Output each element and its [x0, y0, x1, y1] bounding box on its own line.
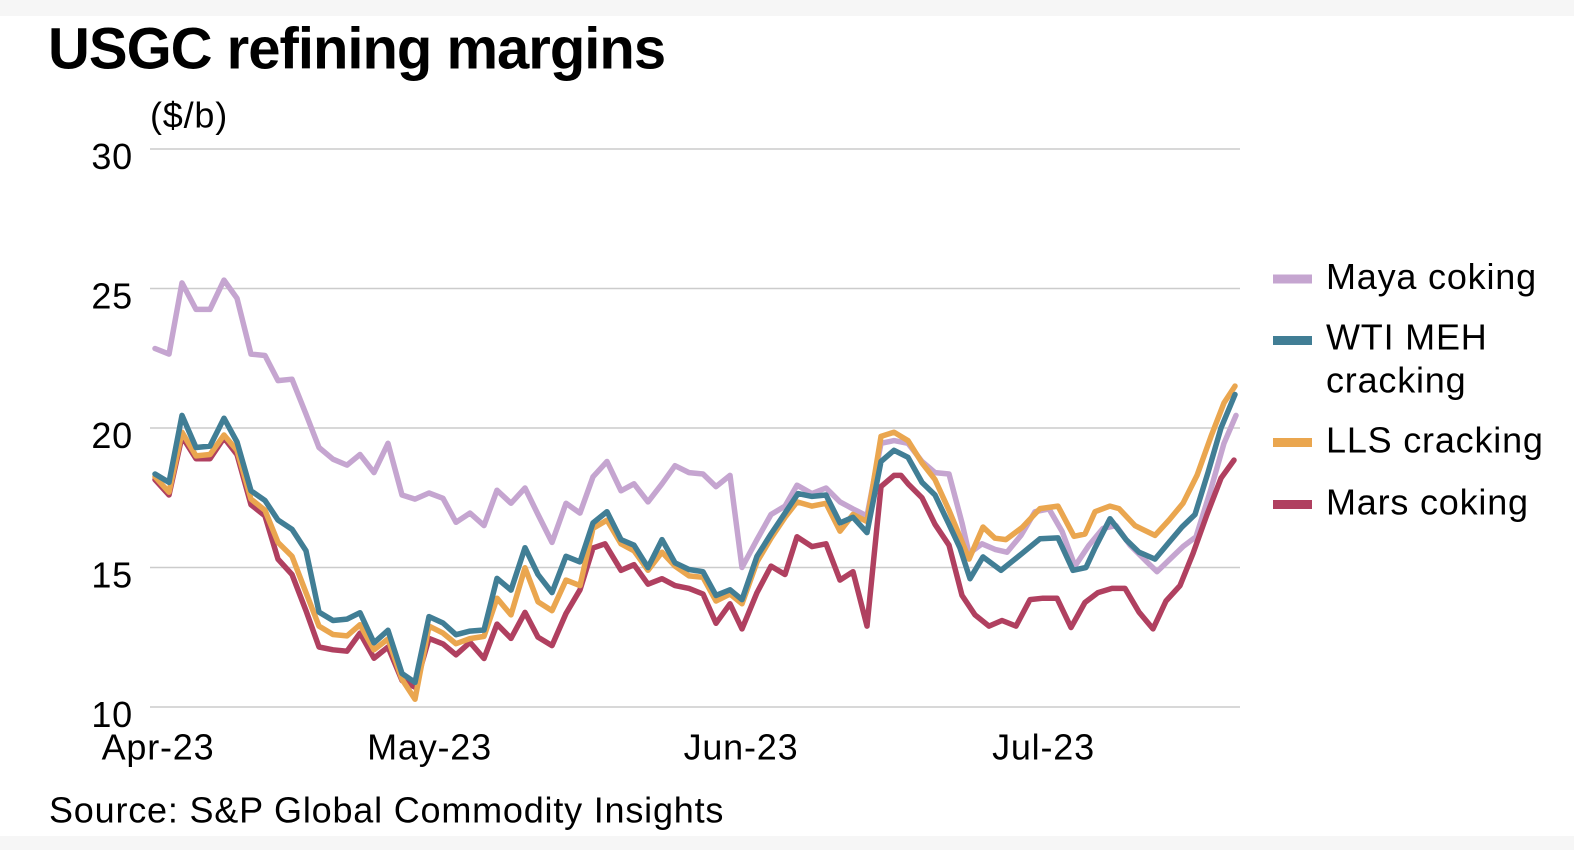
svg-text:Maya coking: Maya coking — [1326, 256, 1537, 297]
svg-text:20: 20 — [91, 415, 133, 456]
svg-text:10: 10 — [91, 694, 133, 735]
svg-text:25: 25 — [91, 276, 133, 317]
svg-text:USGC refining margins: USGC refining margins — [48, 17, 665, 82]
svg-text:Mars coking: Mars coking — [1326, 482, 1529, 523]
svg-text:($/b): ($/b) — [150, 95, 228, 136]
svg-text:May-23: May-23 — [367, 727, 492, 768]
svg-text:Jul-23: Jul-23 — [992, 727, 1095, 768]
svg-text:WTI MEH: WTI MEH — [1326, 317, 1488, 358]
svg-text:Apr-23: Apr-23 — [102, 727, 215, 768]
svg-text:LLS cracking: LLS cracking — [1326, 420, 1544, 461]
svg-text:30: 30 — [91, 136, 133, 177]
svg-text:Source: S&P Global Commodity I: Source: S&P Global Commodity Insights — [49, 790, 724, 831]
svg-text:Jun-23: Jun-23 — [684, 727, 799, 768]
svg-text:cracking: cracking — [1326, 359, 1466, 400]
svg-text:15: 15 — [91, 555, 133, 596]
